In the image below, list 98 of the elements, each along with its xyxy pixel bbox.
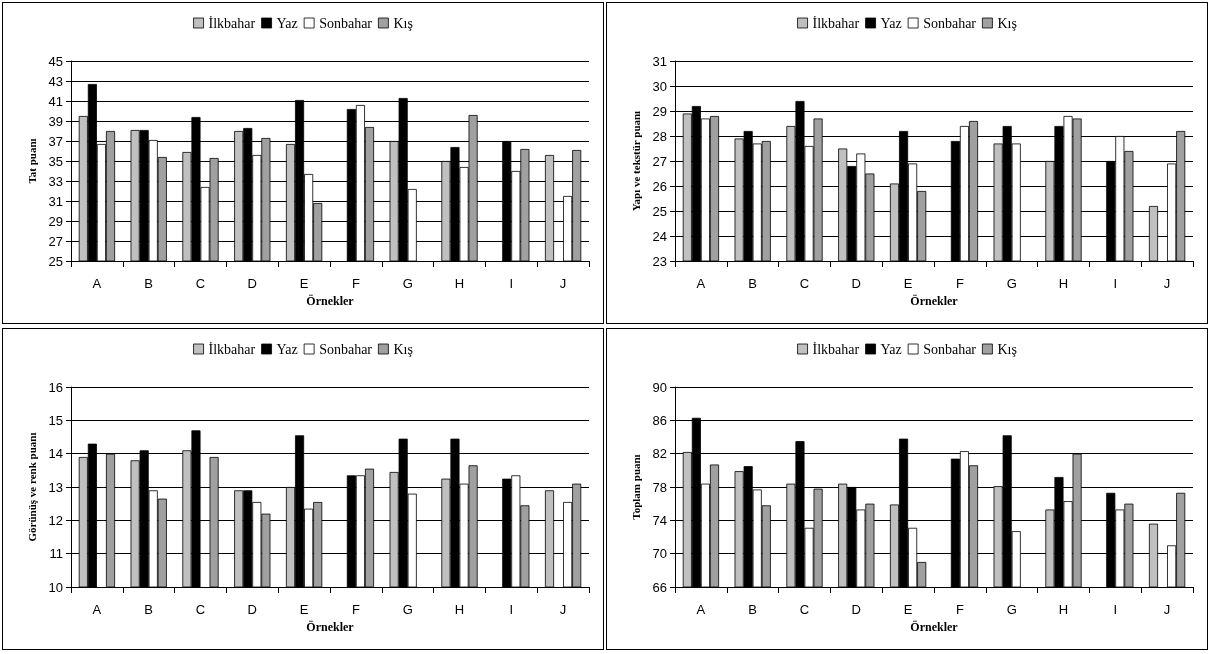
x-tick-label: E (903, 276, 913, 291)
y-tick-label: 27 (652, 153, 667, 169)
y-tick-label: 29 (652, 103, 667, 119)
legend-label: Kış (393, 15, 413, 31)
y-axis-title: Tat puanı (26, 138, 39, 184)
x-tick-label: H (1058, 276, 1069, 291)
x-tick-label: D (851, 602, 861, 617)
x-tick-label: E (299, 276, 309, 291)
y-tick-label: 66 (652, 579, 667, 595)
y-tick-label: 16 (48, 379, 63, 395)
legend-label: Kış (997, 15, 1017, 31)
y-tick-label: 35 (48, 153, 63, 169)
y-tick-label: 78 (652, 479, 667, 495)
y-tick-label: 31 (48, 193, 63, 209)
x-tick-label: I (1113, 602, 1118, 617)
x-tick-label: A (696, 602, 706, 617)
x-tick-label: E (903, 602, 913, 617)
legend-label: Sonbahar (923, 15, 977, 31)
x-tick-label: C (799, 602, 810, 617)
legend-label: Sonbahar (319, 341, 373, 357)
x-tick-label: J (559, 602, 567, 617)
legend-label: İlkbahar (812, 15, 860, 31)
y-tick-label: 10 (48, 579, 63, 595)
legend-label: İlkbahar (208, 15, 256, 31)
y-tick-label: 12 (48, 512, 63, 528)
x-tick-label: D (247, 602, 257, 617)
x-tick-label: G (1006, 276, 1017, 291)
x-tick-label: I (1113, 276, 1118, 291)
y-axis-title: Toplam puanı (630, 454, 643, 520)
y-tick-label: 24 (652, 228, 667, 244)
x-tick-label: C (195, 276, 206, 291)
y-tick-label: 90 (652, 379, 667, 395)
y-tick-label: 74 (652, 512, 667, 528)
y-tick-label: 11 (49, 546, 63, 562)
x-tick-label: J (1163, 276, 1171, 291)
y-tick-label: 30 (652, 78, 667, 94)
y-axis-title: Yapı ve tekstür puanı (630, 110, 643, 212)
x-axis-title: Örnekler (910, 293, 959, 308)
x-tick-label: F (351, 602, 360, 617)
legend-label: Yaz (276, 341, 298, 357)
y-tick-label: 86 (652, 412, 667, 428)
x-tick-label: H (1058, 602, 1069, 617)
y-tick-label: 39 (48, 113, 63, 129)
legend-label: Sonbahar (319, 15, 373, 31)
x-tick-label: J (1163, 602, 1171, 617)
x-tick-label: G (1006, 602, 1017, 617)
x-tick-label: E (299, 602, 309, 617)
y-tick-label: 14 (48, 446, 63, 462)
x-tick-label: A (92, 276, 102, 291)
x-tick-label: A (696, 276, 706, 291)
y-tick-label: 15 (48, 412, 63, 428)
legend-label: Sonbahar (923, 341, 977, 357)
y-tick-label: 45 (48, 53, 63, 69)
legend-label: Yaz (880, 341, 902, 357)
x-tick-label: C (799, 276, 810, 291)
legend-label: Kış (393, 341, 413, 357)
y-tick-label: 41 (48, 93, 63, 109)
x-tick-label: B (748, 602, 758, 617)
y-tick-label: 31 (652, 53, 667, 69)
x-tick-label: B (748, 276, 758, 291)
x-tick-label: F (955, 602, 964, 617)
y-tick-label: 28 (652, 128, 667, 144)
legend-label: Yaz (880, 15, 902, 31)
x-tick-label: H (454, 276, 465, 291)
x-axis-title: Örnekler (306, 293, 355, 308)
y-tick-label: 70 (652, 546, 667, 562)
x-tick-label: G (402, 602, 413, 617)
legend-label: İlkbahar (812, 341, 860, 357)
x-tick-label: D (247, 276, 257, 291)
x-tick-label: H (454, 602, 465, 617)
y-axis-title: Görünüş ve renk puanı (26, 432, 39, 542)
y-tick-label: 82 (652, 446, 667, 462)
y-tick-label: 29 (48, 213, 63, 229)
x-tick-label: F (955, 276, 964, 291)
y-tick-label: 13 (48, 479, 63, 495)
y-tick-label: 23 (652, 253, 667, 269)
x-tick-label: F (351, 276, 360, 291)
y-tick-label: 37 (48, 133, 63, 149)
x-axis-title: Örnekler (910, 619, 959, 634)
y-tick-label: 26 (652, 178, 667, 194)
legend-label: Yaz (276, 15, 298, 31)
legend-label: Kış (997, 341, 1017, 357)
x-tick-label: A (92, 602, 102, 617)
x-tick-label: D (851, 276, 861, 291)
y-tick-label: 33 (48, 173, 63, 189)
x-tick-label: G (402, 276, 413, 291)
x-tick-label: B (144, 276, 154, 291)
x-tick-label: I (509, 602, 514, 617)
y-tick-label: 25 (652, 203, 667, 219)
y-tick-label: 27 (48, 233, 63, 249)
x-tick-label: I (509, 276, 514, 291)
x-tick-label: B (144, 602, 154, 617)
y-tick-label: 43 (48, 73, 63, 89)
legend-label: İlkbahar (208, 341, 256, 357)
x-tick-label: J (559, 276, 567, 291)
x-axis-title: Örnekler (306, 619, 355, 634)
y-tick-label: 25 (48, 253, 63, 269)
x-tick-label: C (195, 602, 206, 617)
